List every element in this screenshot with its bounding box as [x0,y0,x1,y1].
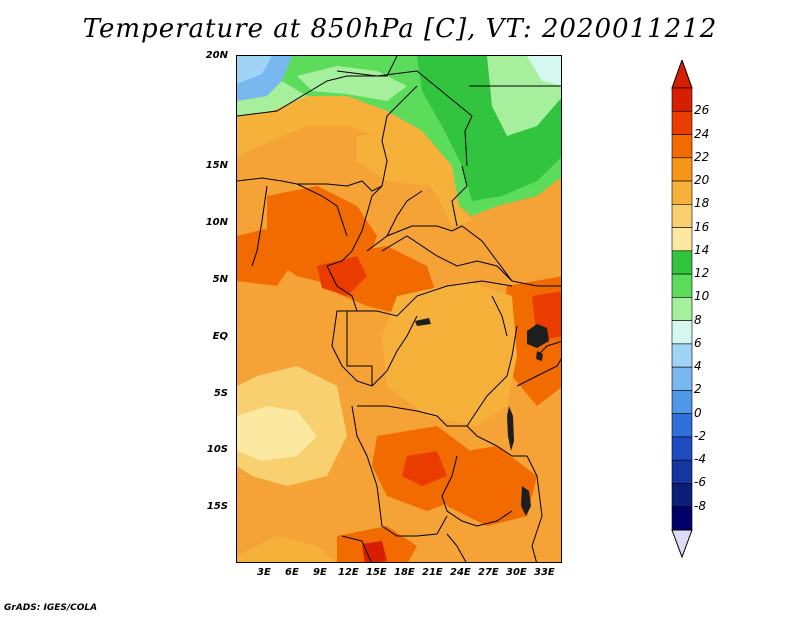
colorbar-label: 8 [694,312,702,327]
lat-label-5n: 5N [212,274,228,285]
colorbar-label: 20 [694,173,710,188]
colorbar-label: 26 [694,103,710,118]
colorbar-label: 24 [694,126,710,141]
lon-label-15e: 15E [366,567,387,578]
colorbar-label: 10 [694,289,710,304]
lakes [415,318,549,516]
lon-label-6e: 6E [285,567,299,578]
colorbar-top-arrow [671,60,693,89]
colorbar-label: 6 [694,335,702,350]
lat-label-10n: 10N [205,217,228,228]
map-title: Temperature at 850hPa [C], VT: 202001121… [82,14,718,44]
colorbar-label: 12 [694,266,710,281]
colorbar-boxes [671,87,693,531]
colorbar-box [671,483,693,508]
congo-basin-region [382,281,517,426]
lat-label-eq: EQ [212,331,228,342]
colorbar-box [671,436,693,461]
lon-label-33e: 33E [534,567,555,578]
colorbar-box [671,390,693,414]
lat-label-20n: 20N [205,50,228,61]
colorbar-box [671,87,693,112]
colorbar-label: 2 [694,382,702,397]
colorbar-box [671,320,693,345]
lon-label-18e: 18E [394,567,415,578]
colorbar-label: 22 [694,149,710,164]
lat-label-15n: 15N [205,160,228,171]
colorbar-label: 4 [694,359,702,374]
colorbar-label: -2 [694,428,706,443]
colorbar-label: 18 [694,196,710,211]
temperature-map [236,55,562,563]
colorbar-box [671,227,693,252]
colorbar-box [671,110,693,135]
grads-credit: GrADS: IGES/COLA [4,603,98,613]
lon-label-12e: 12E [338,567,359,578]
colorbar-box [671,366,693,391]
lon-label-21e: 21E [422,567,443,578]
lon-label-24e: 24E [450,567,471,578]
colorbar-box [671,459,693,484]
lon-label-9e: 9E [313,567,327,578]
lat-label-10s: 10S [206,444,228,455]
colorbar-bottom-arrow [671,529,693,559]
lat-label-5s: 5S [213,388,228,399]
colorbar-label: 16 [694,219,710,234]
colorbar-label: -4 [694,452,706,467]
colorbar-box [671,413,693,438]
warm-regions [237,186,561,562]
colorbar-box [671,250,693,275]
colorbar-box [671,297,693,321]
colorbar-label: -6 [694,475,706,490]
colorbar-box [671,273,693,298]
colorbar-label: 0 [694,405,702,420]
lon-label-3e: 3E [257,567,271,578]
transition-bands [237,96,472,562]
lat-label-15s: 15S [206,501,228,512]
country-borders [237,56,561,562]
colorbar-box [671,180,693,205]
colorbar [671,60,693,559]
colorbar-box [671,204,693,228]
colorbar-box [671,343,693,368]
colorbar-box [671,157,693,182]
colorbar-box [671,506,693,531]
lon-label-27e: 27E [478,567,499,578]
lon-label-30e: 30E [506,567,527,578]
colorbar-label: -8 [694,498,706,513]
colorbar-label: 14 [694,242,710,257]
colorbar-box [671,134,693,159]
